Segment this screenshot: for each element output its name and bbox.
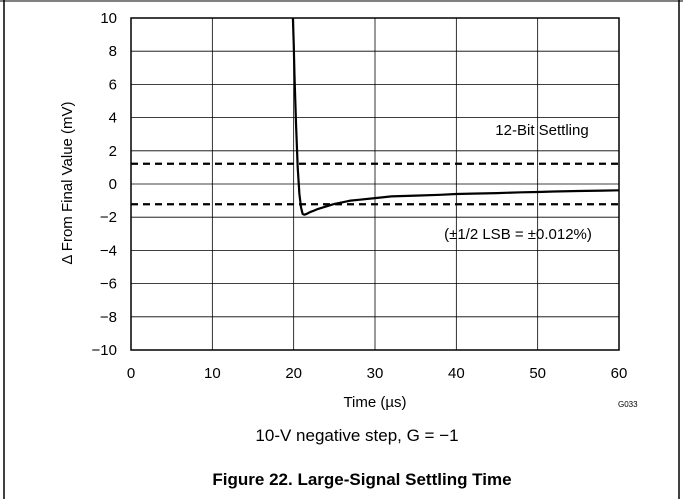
series <box>291 17 620 216</box>
x-tick-labels: 0 10 20 30 40 50 60 <box>127 365 628 382</box>
x-tick-label: 60 <box>611 365 628 382</box>
figure-code: G033 <box>618 400 638 409</box>
y-tick-label: −6 <box>100 276 117 293</box>
figure-caption: Figure 22. Large-Signal Settling Time <box>212 470 511 489</box>
x-tick-label: 10 <box>204 365 221 382</box>
y-tick-label: −8 <box>100 309 117 326</box>
y-tick-label: 8 <box>109 43 117 60</box>
test-conditions: 10-V negative step, G = −1 <box>255 426 458 445</box>
grid <box>131 18 619 350</box>
y-tick-label: −4 <box>100 242 117 259</box>
settling-annotation: 12-Bit Settling <box>495 122 588 139</box>
y-axis-label: Δ From Final Value (mV) <box>59 101 76 264</box>
x-tick-label: 50 <box>529 365 546 382</box>
y-tick-label: 10 <box>100 10 117 27</box>
y-tick-label: −10 <box>92 342 117 359</box>
lsb-annotation: (±1/2 LSB = ±0.012%) <box>444 226 592 243</box>
y-tick-label: 2 <box>109 143 117 160</box>
x-tick-label: 40 <box>448 365 465 382</box>
y-tick-label: 0 <box>109 176 117 193</box>
x-tick-label: 0 <box>127 365 135 382</box>
y-tick-label: 6 <box>109 76 117 93</box>
y-tick-label: −2 <box>100 209 117 226</box>
x-tick-label: 20 <box>285 365 302 382</box>
x-axis-label: Time (µs) <box>343 394 406 411</box>
x-tick-label: 30 <box>367 365 384 382</box>
y-tick-label: 4 <box>109 110 117 127</box>
settling-curve <box>291 17 620 216</box>
y-tick-labels: 10 8 6 4 2 0 −2 −4 −6 −8 −10 <box>92 10 117 359</box>
plot-area-border <box>130 17 620 351</box>
reference-lines <box>131 162 619 206</box>
